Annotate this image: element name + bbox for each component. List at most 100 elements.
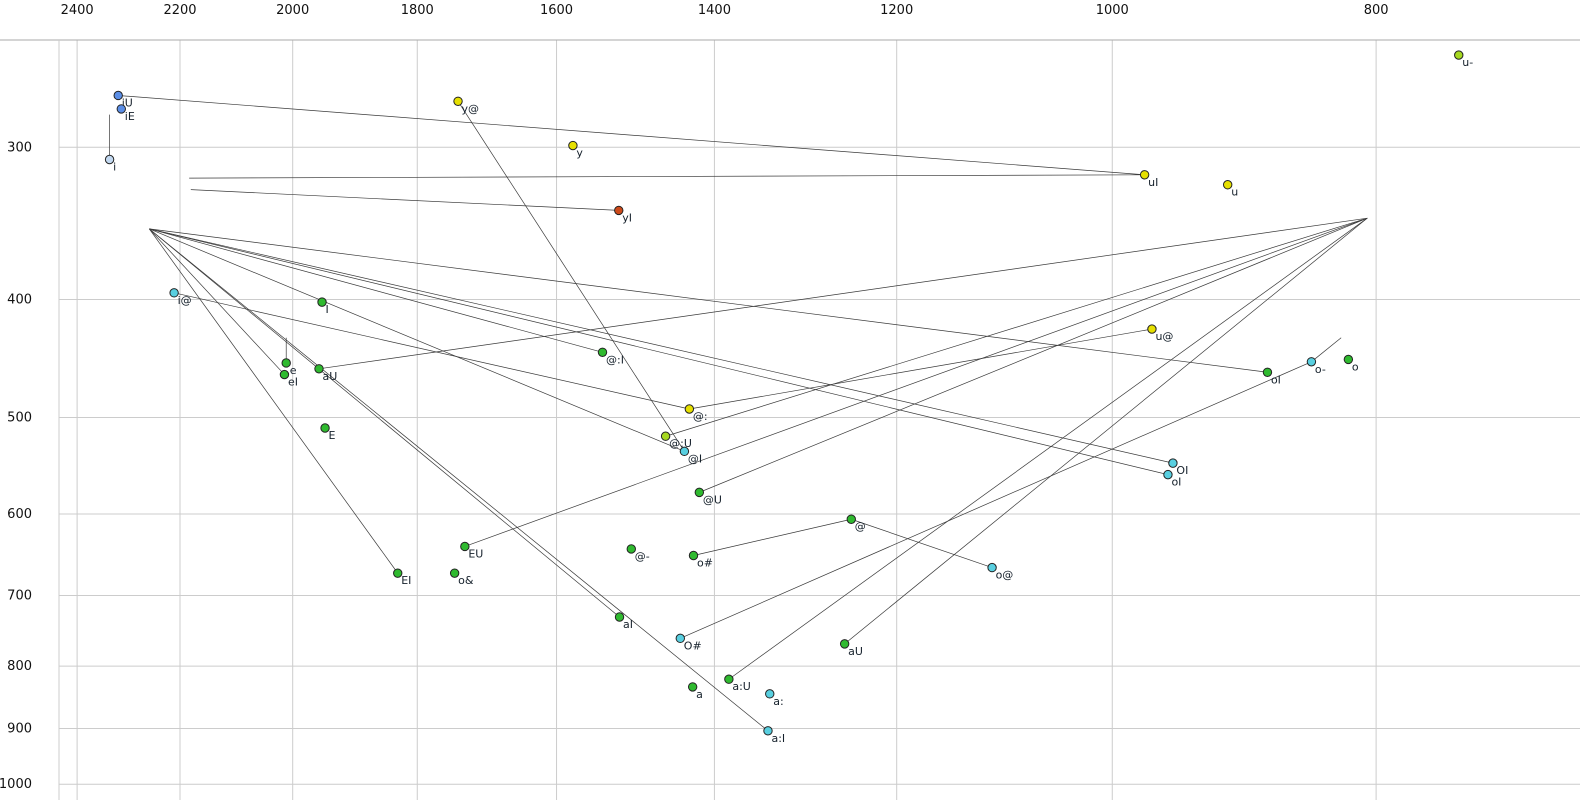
vowel-label: i — [113, 161, 116, 174]
vowel-point-oI[interactable] — [1163, 469, 1173, 480]
y-tick-label: 1000 — [0, 777, 32, 792]
trajectory-line — [149, 228, 1173, 464]
vowel-label: @ — [855, 520, 866, 533]
vowel-point-@:[interactable] — [684, 404, 695, 414]
vowel-label: o — [1352, 360, 1359, 373]
vowel-point-i@[interactable] — [169, 288, 179, 298]
vowel-point-a:U[interactable] — [724, 674, 734, 684]
vowel-label: eI — [288, 376, 298, 389]
vowel-point-a:[interactable] — [765, 689, 775, 699]
vowel-point-@U[interactable] — [694, 487, 705, 498]
vowel-point-iU[interactable] — [113, 90, 123, 101]
vowel-point-o-[interactable] — [1306, 357, 1317, 367]
vowel-point-i[interactable] — [104, 154, 115, 165]
trajectory-line — [680, 361, 1312, 639]
x-tick-label: 1000 — [1096, 3, 1129, 18]
x-tick-label: 2200 — [163, 3, 196, 18]
vowel-point-u-[interactable] — [1454, 50, 1464, 60]
vowel-label: y@ — [462, 102, 480, 115]
vowel-point-@-[interactable] — [626, 544, 636, 554]
y-tick-label: 900 — [7, 721, 32, 736]
vowel-point-o#[interactable] — [688, 550, 699, 561]
y-tick-label: 300 — [7, 140, 32, 155]
vowel-label: e — [290, 364, 297, 377]
vowel-point-EU[interactable] — [460, 541, 470, 552]
vowel-label: oI — [1171, 476, 1181, 489]
vowel-point-OI[interactable] — [1168, 458, 1178, 468]
trajectory-line — [844, 217, 1368, 645]
vowel-label: aU — [848, 645, 863, 658]
trajectory-line — [665, 217, 1368, 437]
vowel-point-y[interactable] — [568, 140, 578, 151]
trajectory-line — [851, 518, 993, 568]
trajectory-line — [148, 228, 285, 375]
trajectory-line — [189, 174, 1145, 179]
vowel-point-y@[interactable] — [453, 96, 463, 106]
trajectory-line — [149, 228, 620, 618]
trajectory-line — [689, 328, 1153, 410]
vowel-point-@:I[interactable] — [597, 347, 608, 358]
trajectory-line — [149, 228, 769, 732]
trajectory-line — [149, 228, 1268, 373]
vowel-label: @: — [693, 410, 708, 423]
vowel-point-a[interactable] — [687, 682, 698, 692]
vowel-label: @:U — [669, 437, 692, 450]
vowel-label: @- — [635, 550, 650, 563]
x-tick-label: 800 — [1364, 3, 1389, 18]
vowel-label: iU — [122, 96, 133, 109]
vowel-label: o# — [697, 557, 713, 570]
vowel-point-o@[interactable] — [987, 562, 997, 573]
vowel-point-EI[interactable] — [393, 568, 403, 578]
vowel-point-aU[interactable] — [839, 639, 850, 649]
vowel-point-@:U[interactable] — [660, 431, 671, 441]
vowel-point-uI[interactable] — [1139, 170, 1150, 180]
vowel-label: OI — [1176, 464, 1188, 477]
vowel-point-oI[interactable] — [1262, 367, 1273, 377]
vowel-point-a:I[interactable] — [763, 726, 773, 736]
vowel-label: u@ — [1155, 330, 1173, 343]
vowel-label: y — [576, 147, 583, 160]
vowel-label: a:U — [732, 680, 751, 693]
vowel-label: u — [1231, 186, 1238, 199]
x-tick-label: 2400 — [61, 3, 94, 18]
vowel-point-iE[interactable] — [116, 104, 126, 114]
y-tick-label: 400 — [7, 292, 32, 307]
trajectory-line — [149, 228, 603, 353]
vowel-point-yI[interactable] — [614, 205, 624, 216]
vowel-point-aU[interactable] — [314, 364, 324, 374]
vowel-point-I[interactable] — [317, 297, 327, 307]
vowel-label: @I — [688, 452, 702, 465]
vowel-point-O#[interactable] — [675, 633, 685, 644]
trajectory-line — [728, 217, 1368, 680]
vowel-point-@[interactable] — [846, 514, 856, 524]
vowel-label: a: — [773, 695, 783, 708]
vowel-point-@I[interactable] — [679, 446, 690, 457]
trajectory-line — [148, 228, 399, 574]
x-tick-label: 1800 — [401, 3, 434, 18]
vowel-label: E — [329, 429, 336, 442]
vowel-point-eI[interactable] — [279, 369, 290, 380]
x-tick-label: 1400 — [698, 3, 731, 18]
vowel-point-o[interactable] — [1343, 354, 1354, 365]
vowel-label: o& — [458, 574, 474, 587]
trajectory-line — [318, 217, 1368, 370]
trajectory-line — [118, 95, 1145, 176]
vowel-label: o@ — [996, 569, 1014, 582]
vowel-label: a — [696, 688, 703, 701]
vowel-label: iE — [125, 110, 135, 123]
trajectory-line — [693, 518, 852, 556]
vowel-point-E[interactable] — [320, 423, 330, 433]
vowel-label: u- — [1462, 56, 1473, 69]
vowel-point-e[interactable] — [281, 358, 291, 368]
y-tick-label: 700 — [7, 589, 32, 604]
vowel-point-o&[interactable] — [449, 568, 460, 578]
vowel-point-u@[interactable] — [1147, 324, 1157, 334]
vowel-label: @U — [703, 493, 722, 506]
vowel-point-aI[interactable] — [614, 612, 625, 622]
vowel-point-u[interactable] — [1222, 180, 1233, 190]
x-tick-label: 1600 — [540, 3, 573, 18]
vowel-label: aU — [322, 370, 337, 383]
vowel-label: a:I — [771, 732, 785, 745]
